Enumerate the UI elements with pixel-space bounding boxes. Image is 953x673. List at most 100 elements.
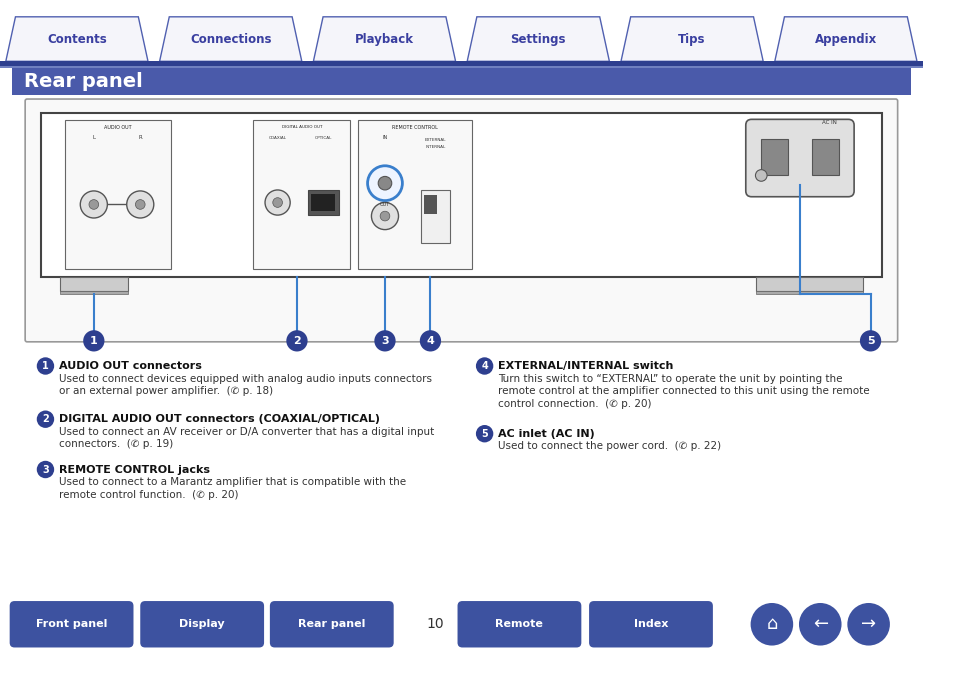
Text: connectors.  (✆ p. 19): connectors. (✆ p. 19) — [59, 439, 173, 450]
Bar — [60, 291, 128, 294]
Polygon shape — [314, 17, 456, 61]
Bar — [41, 112, 882, 277]
Text: OPTICAL: OPTICAL — [314, 136, 332, 140]
FancyBboxPatch shape — [588, 601, 712, 647]
Text: 2: 2 — [293, 336, 300, 346]
Circle shape — [273, 198, 282, 207]
Text: Connections: Connections — [190, 32, 272, 46]
Text: 5: 5 — [866, 336, 874, 346]
Text: 1: 1 — [90, 336, 97, 346]
Text: Contents: Contents — [47, 32, 107, 46]
Text: 1: 1 — [42, 361, 49, 371]
Circle shape — [89, 200, 98, 209]
Text: REMOTE CONTROL jacks: REMOTE CONTROL jacks — [59, 464, 210, 474]
Circle shape — [286, 330, 307, 351]
Text: Turn this switch to “EXTERNAL” to operate the unit by pointing the: Turn this switch to “EXTERNAL” to operat… — [497, 374, 841, 384]
Text: ←: ← — [812, 615, 827, 633]
Circle shape — [83, 330, 105, 351]
Text: ⌂: ⌂ — [765, 615, 777, 633]
Polygon shape — [774, 17, 916, 61]
Text: 2: 2 — [42, 414, 49, 424]
Bar — [756, 277, 862, 291]
FancyBboxPatch shape — [270, 601, 394, 647]
Bar — [357, 120, 472, 269]
Circle shape — [476, 357, 493, 375]
Circle shape — [374, 330, 395, 351]
Text: AUDIO OUT connectors: AUDIO OUT connectors — [59, 361, 202, 371]
Text: Index: Index — [633, 619, 667, 629]
Bar — [760, 139, 787, 176]
Text: DIGITAL AUDIO OUT: DIGITAL AUDIO OUT — [281, 125, 322, 129]
Circle shape — [859, 330, 881, 351]
Bar — [420, 190, 449, 243]
Text: Tips: Tips — [678, 32, 705, 46]
Polygon shape — [6, 17, 148, 61]
Text: Display: Display — [179, 619, 225, 629]
Text: INTERNAL: INTERNAL — [425, 145, 445, 149]
Bar — [253, 120, 350, 269]
Text: Used to connect to a Marantz amplifier that is compatible with the: Used to connect to a Marantz amplifier t… — [59, 477, 406, 487]
Polygon shape — [467, 17, 609, 61]
Text: Rear panel: Rear panel — [24, 72, 143, 91]
Bar — [11, 68, 910, 95]
Circle shape — [755, 170, 766, 181]
Bar — [0, 61, 922, 66]
Text: 4: 4 — [480, 361, 488, 371]
Text: 3: 3 — [42, 464, 49, 474]
Circle shape — [476, 425, 493, 442]
Text: Rear panel: Rear panel — [297, 619, 365, 629]
Circle shape — [127, 191, 153, 218]
Text: remote control function.  (✆ p. 20): remote control function. (✆ p. 20) — [59, 490, 238, 499]
Circle shape — [419, 330, 440, 351]
Text: 10: 10 — [426, 617, 444, 631]
Text: Front panel: Front panel — [36, 619, 107, 629]
Circle shape — [37, 411, 54, 428]
Circle shape — [135, 200, 145, 209]
Text: AC inlet (AC IN): AC inlet (AC IN) — [497, 429, 595, 439]
Circle shape — [750, 603, 792, 645]
Circle shape — [265, 190, 290, 215]
Circle shape — [80, 191, 108, 218]
Text: or an external power amplifier.  (✆ p. 18): or an external power amplifier. (✆ p. 18… — [59, 386, 273, 396]
Circle shape — [379, 211, 390, 221]
Text: OUT: OUT — [379, 202, 390, 207]
Bar — [0, 66, 922, 68]
Bar — [311, 194, 335, 211]
FancyBboxPatch shape — [140, 601, 264, 647]
FancyBboxPatch shape — [457, 601, 580, 647]
Text: EXTERNAL: EXTERNAL — [424, 138, 446, 141]
Circle shape — [371, 203, 398, 229]
Text: IN: IN — [382, 135, 387, 140]
Circle shape — [799, 603, 841, 645]
Bar — [423, 194, 436, 214]
Text: L: L — [92, 135, 95, 140]
Circle shape — [37, 461, 54, 479]
Circle shape — [846, 603, 889, 645]
Text: Remote: Remote — [495, 619, 543, 629]
FancyBboxPatch shape — [25, 99, 897, 342]
Text: Settings: Settings — [510, 32, 565, 46]
Bar — [60, 277, 128, 291]
Text: 4: 4 — [426, 336, 434, 346]
Text: DIGITAL AUDIO OUT connectors (COAXIAL/OPTICAL): DIGITAL AUDIO OUT connectors (COAXIAL/OP… — [59, 414, 379, 424]
Text: Used to connect the power cord.  (✆ p. 22): Used to connect the power cord. (✆ p. 22… — [497, 441, 720, 452]
FancyBboxPatch shape — [745, 119, 853, 197]
Bar — [65, 120, 171, 269]
Text: REMOTE CONTROL: REMOTE CONTROL — [392, 125, 437, 130]
Text: Used to connect devices equipped with analog audio inputs connectors: Used to connect devices equipped with an… — [59, 374, 432, 384]
Text: →: → — [861, 615, 875, 633]
Bar — [307, 190, 338, 215]
Circle shape — [377, 176, 392, 190]
Bar — [811, 139, 838, 176]
Text: AC IN: AC IN — [821, 120, 836, 125]
Text: EXTERNAL/INTERNAL switch: EXTERNAL/INTERNAL switch — [497, 361, 673, 371]
Bar — [756, 291, 862, 294]
Polygon shape — [159, 17, 301, 61]
Text: control connection.  (✆ p. 20): control connection. (✆ p. 20) — [497, 398, 651, 409]
Text: 3: 3 — [381, 336, 389, 346]
Text: R: R — [138, 135, 142, 140]
FancyBboxPatch shape — [10, 601, 133, 647]
Circle shape — [37, 357, 54, 375]
Text: remote control at the amplifier connected to this unit using the remote: remote control at the amplifier connecte… — [497, 386, 869, 396]
Text: Playback: Playback — [355, 32, 414, 46]
